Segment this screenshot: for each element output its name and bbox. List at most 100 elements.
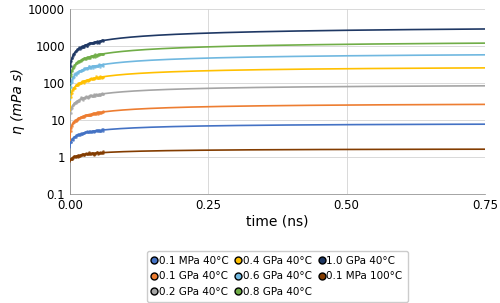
Point (69, 155, 77, 160)
Point (82, 66, 90, 71)
Point (84, 95, 92, 100)
Point (94, 76, 102, 81)
Point (80, 96, 88, 101)
1.0 GPa 40°C (474, 27, 480, 31)
1.0 GPa 40°C (226, 31, 232, 34)
Point (80, 67, 88, 72)
Point (66, 110, 74, 115)
Line: 0.1 MPa 40°C: 0.1 MPa 40°C (70, 124, 485, 148)
Point (70, 135, 78, 140)
Point (89, 65, 97, 70)
Point (76, 47, 84, 52)
Point (90, 152, 98, 157)
Point (70, 120, 78, 125)
Point (86, 55, 94, 60)
Point (73, 153, 81, 158)
Point (98, 62, 106, 67)
0.2 GPa 40°C (67, 120, 73, 124)
0.1 MPa 40°C (114, 127, 120, 131)
0.4 GPa 40°C (114, 73, 120, 77)
Point (99, 127, 107, 132)
Point (91, 152, 99, 156)
Point (68, 80, 76, 85)
Point (76, 97, 84, 102)
0.4 GPa 40°C (244, 68, 250, 72)
0.2 GPa 40°C (429, 84, 435, 88)
Point (74, 59, 82, 64)
Point (86, 64, 94, 69)
Point (72, 134, 80, 139)
Point (91, 112, 99, 116)
Legend: 0.1 MPa 40°C, 0.1 GPa 40°C, 0.2 GPa 40°C, 0.4 GPa 40°C, 0.6 GPa 40°C, 0.8 GPa 40: 0.1 MPa 40°C, 0.1 GPa 40°C, 0.2 GPa 40°C… (147, 251, 408, 302)
Point (72, 71, 80, 75)
Point (86, 65, 94, 69)
Point (67, 125, 75, 130)
Point (82, 66, 90, 71)
Point (76, 115, 84, 120)
Point (75, 45, 83, 50)
Point (98, 52, 106, 56)
0.8 GPa 40°C (474, 42, 480, 45)
Point (95, 92, 103, 97)
Point (86, 55, 94, 59)
Point (76, 132, 84, 137)
Point (82, 152, 90, 156)
1.0 GPa 40°C (114, 37, 120, 40)
Point (84, 55, 92, 59)
Point (83, 128, 91, 133)
Point (76, 58, 84, 62)
0.8 GPa 40°C (482, 41, 488, 45)
Point (85, 130, 93, 135)
Point (98, 38, 106, 42)
Point (80, 79, 88, 84)
Point (84, 112, 92, 117)
Point (86, 76, 94, 81)
Point (67, 92, 75, 97)
Point (70, 85, 78, 90)
Point (98, 151, 106, 156)
Point (74, 116, 82, 121)
Point (66, 63, 74, 68)
Point (87, 152, 95, 157)
Point (98, 76, 106, 81)
0.4 GPa 40°C (429, 66, 435, 70)
Point (90, 92, 98, 96)
Point (92, 75, 100, 80)
Point (82, 130, 90, 135)
Point (90, 111, 98, 116)
Point (94, 40, 102, 45)
Point (96, 151, 104, 155)
Point (86, 151, 94, 156)
Point (92, 74, 100, 79)
Point (76, 153, 84, 158)
Point (76, 116, 84, 121)
Point (72, 154, 80, 158)
Line: 0.4 GPa 40°C: 0.4 GPa 40°C (70, 68, 485, 111)
Point (70, 135, 78, 140)
Point (76, 131, 84, 136)
Point (96, 52, 104, 57)
Point (93, 76, 101, 81)
Point (97, 128, 105, 133)
Point (88, 41, 96, 45)
Point (80, 114, 88, 119)
Point (82, 78, 90, 83)
Point (90, 152, 98, 157)
Point (70, 136, 78, 141)
Point (77, 45, 85, 50)
Point (78, 152, 86, 157)
Point (99, 91, 107, 96)
X-axis label: time (ns): time (ns) (246, 215, 309, 228)
Point (88, 128, 96, 133)
Point (78, 130, 86, 135)
Point (95, 63, 103, 68)
Point (86, 65, 94, 70)
Point (78, 56, 86, 61)
Point (96, 51, 104, 56)
Point (81, 79, 89, 84)
Point (82, 56, 90, 61)
Point (68, 124, 76, 128)
Point (89, 53, 97, 58)
Point (81, 66, 89, 71)
Point (92, 151, 100, 156)
